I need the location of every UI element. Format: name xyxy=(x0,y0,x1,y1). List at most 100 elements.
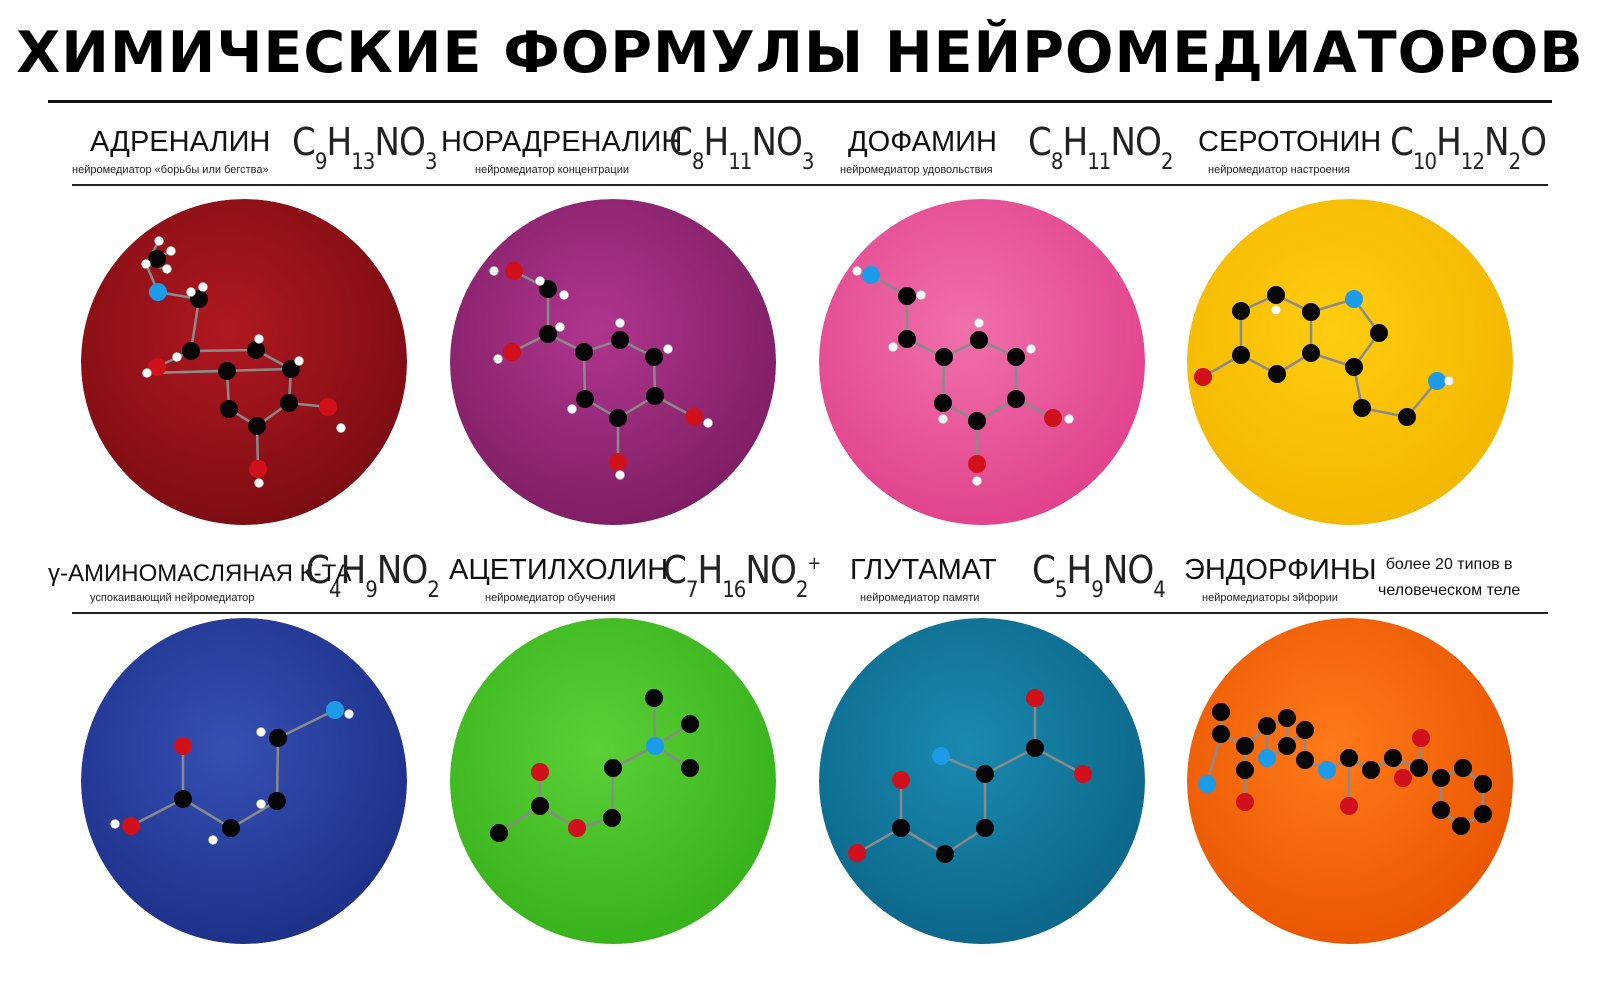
atom-N xyxy=(326,701,344,719)
atom-C xyxy=(970,331,988,349)
chemical-formula: C7H16NO2+ xyxy=(663,548,821,603)
noradrenaline-structure xyxy=(450,199,776,525)
glutamate-structure xyxy=(819,618,1145,944)
atom-H xyxy=(559,290,569,300)
atom-H xyxy=(1444,376,1454,386)
atom-C xyxy=(968,412,986,430)
atom-O xyxy=(503,343,521,361)
atom-C xyxy=(222,819,240,837)
atom-H xyxy=(974,318,984,328)
atom-C xyxy=(976,765,994,783)
atom-C xyxy=(1362,761,1380,779)
molecule-description: нейромедиатор настроения xyxy=(1208,164,1350,176)
atom-H xyxy=(254,478,264,488)
bond xyxy=(277,708,336,740)
chemical-formula: C4H9NO2 xyxy=(306,548,440,603)
card-header: ЭНДОРФИНЫ нейромедиаторы эйфории более 2… xyxy=(1178,550,1548,614)
atom-C xyxy=(1302,344,1320,362)
atom-H xyxy=(493,354,503,364)
circle-background xyxy=(81,199,407,525)
atom-C xyxy=(1432,769,1450,787)
molecule-description: нейромедиатор памяти xyxy=(860,592,980,604)
atom-H xyxy=(162,264,172,274)
atom-C xyxy=(1296,751,1314,769)
atom-C xyxy=(898,287,916,305)
card-header: γ-АМИНОМАСЛЯНАЯ К-ТА успокаивающий нейро… xyxy=(48,548,442,614)
atom-C xyxy=(1232,302,1250,320)
atom-C xyxy=(539,280,557,298)
atom-O xyxy=(148,358,166,376)
header-divider xyxy=(810,612,1180,614)
atom-H xyxy=(888,342,898,352)
atom-O xyxy=(174,737,192,755)
card-glutamate: ГЛУТАМАТ нейромедиатор памяти C5H9NO4 xyxy=(810,548,1180,614)
atom-H xyxy=(535,276,545,286)
header-divider xyxy=(1178,612,1548,614)
bond xyxy=(190,348,257,353)
atom-C xyxy=(268,792,286,810)
atom-O xyxy=(249,460,267,478)
molecule-name: АДРЕНАЛИН xyxy=(90,126,271,158)
atom-C xyxy=(681,715,699,733)
atom-C xyxy=(148,250,166,268)
atom-O xyxy=(968,455,986,473)
atom-H xyxy=(916,290,926,300)
molecule-circle-adrenaline xyxy=(81,199,407,525)
atom-C xyxy=(892,819,910,837)
header-divider xyxy=(72,184,442,186)
atom-C xyxy=(1278,737,1296,755)
atom-H xyxy=(1064,414,1074,424)
molecule-name: ДОФАМИН xyxy=(848,126,997,158)
card-header: ГЛУТАМАТ нейромедиатор памяти C5H9NO4 xyxy=(810,548,1180,614)
molecule-name: ЭНДОРФИНЫ xyxy=(1184,554,1377,586)
atom-H xyxy=(154,236,164,246)
atom-H xyxy=(852,266,862,276)
atom-H xyxy=(567,404,577,414)
atom-C xyxy=(280,394,298,412)
molecule-circle-acetylcholine xyxy=(450,618,776,944)
header-divider xyxy=(810,184,1180,186)
header-divider xyxy=(72,612,442,614)
atom-H xyxy=(294,356,304,366)
atom-C xyxy=(1212,703,1230,721)
atom-C xyxy=(1398,408,1416,426)
atom-C xyxy=(646,387,664,405)
molecule-name: СЕРОТОНИН xyxy=(1198,126,1382,158)
atom-N xyxy=(1428,372,1446,390)
atom-C xyxy=(1452,817,1470,835)
atom-C xyxy=(247,341,265,359)
atom-C xyxy=(611,331,629,349)
bond xyxy=(1034,746,1084,776)
acetylcholine-structure xyxy=(450,618,776,944)
molecule-description: нейромедиатор «борьбы или бегства» xyxy=(72,164,269,176)
atom-C xyxy=(645,689,663,707)
atom-C xyxy=(531,797,549,815)
atom-C xyxy=(220,400,238,418)
card-header: ДОФАМИН нейромедиатор удовольствия C8H11… xyxy=(810,120,1180,186)
molecule-description: нейромедиатор обучения xyxy=(485,592,616,604)
atom-C xyxy=(1278,709,1296,727)
atom-C xyxy=(1258,717,1276,735)
atom-O xyxy=(685,408,703,426)
atom-H xyxy=(555,322,565,332)
bond xyxy=(182,797,232,830)
atom-C xyxy=(604,759,622,777)
atom-O xyxy=(1236,793,1254,811)
card-adrenaline: АДРЕНАЛИН нейромедиатор «борьбы или бегс… xyxy=(72,120,442,186)
serotonin-structure xyxy=(1187,199,1513,525)
atom-C xyxy=(182,342,200,360)
adrenaline-structure xyxy=(81,199,407,525)
card-noradrenaline: НОРАДРЕНАЛИН нейромедиатор концентрации … xyxy=(441,120,814,186)
molecule-name: НОРАДРЕНАЛИН xyxy=(441,126,683,158)
atom-O xyxy=(505,262,523,280)
atom-N xyxy=(932,747,950,765)
molecule-description: нейромедиатор удовольствия xyxy=(840,164,993,176)
bond xyxy=(130,797,184,828)
atom-H xyxy=(615,318,625,328)
card-gaba: γ-АМИНОМАСЛЯНАЯ К-ТА успокаивающий нейро… xyxy=(48,548,442,614)
atom-C xyxy=(1370,324,1388,342)
atom-C xyxy=(1302,303,1320,321)
atom-C xyxy=(681,759,699,777)
note-line: более 20 типов в xyxy=(1385,556,1513,573)
molecule-description: успокаивающий нейромедиатор xyxy=(90,592,255,604)
